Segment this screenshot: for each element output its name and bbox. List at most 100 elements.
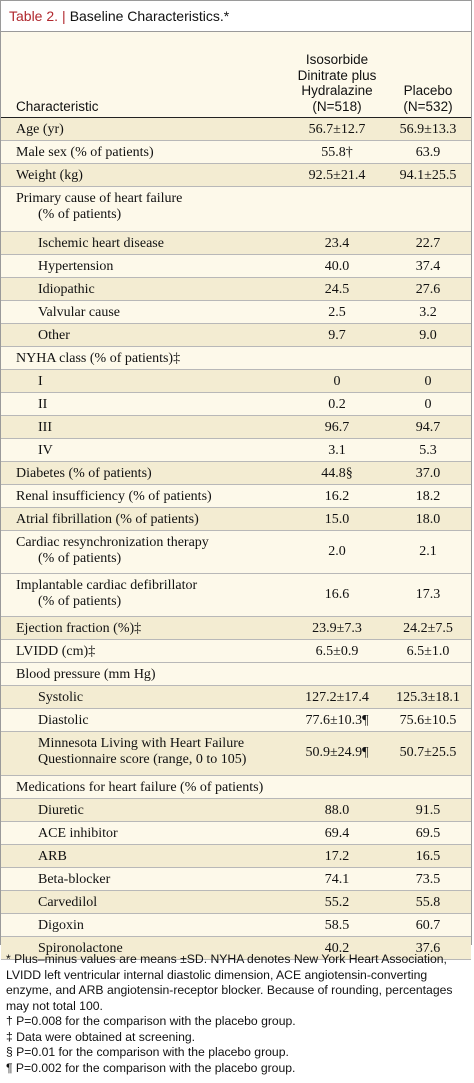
cell-placebo-value: 37.4 — [415, 259, 441, 274]
cell-placebo-value: 24.2±7.5 — [403, 621, 453, 636]
row-label: NYHA class (% of patients)‡ — [16, 351, 276, 367]
footnote-double-dagger: ‡ Data were obtained at screening. — [6, 1029, 196, 1044]
table-row: LVIDD (cm)‡ 6.5±0.9 6.5±1.0 — [1, 640, 471, 663]
cell-placebo-value: 18.0 — [415, 512, 441, 527]
cell-placebo-value: 0 — [424, 397, 432, 412]
table-title: Baseline Characteristics.* — [69, 8, 230, 24]
table-number: Table 2. — [9, 8, 59, 24]
row-label: Other — [38, 328, 298, 344]
cell-treatment-value: 40.0 — [324, 259, 350, 274]
header-treatment-line1: Isosorbide — [305, 52, 369, 67]
cell-placebo-value: 5.3 — [419, 443, 437, 458]
cell-treatment-value: 16.2 — [324, 489, 350, 504]
row-label-line1: ARB — [38, 849, 67, 864]
table-row: Hypertension 40.0 37.4 — [1, 255, 471, 278]
cell-treatment-value: 0 — [333, 374, 341, 389]
cell-placebo-value: 16.5 — [415, 849, 441, 864]
cell-treatment-value: 56.7±12.7 — [308, 122, 366, 137]
cell-placebo-value: 27.6 — [415, 282, 441, 297]
row-label-line1: Hypertension — [38, 259, 114, 274]
cell-placebo-value: 94.1±25.5 — [399, 168, 457, 183]
row-label: Systolic — [38, 690, 298, 706]
row-label: Primary cause of heart failure (% of pati… — [16, 191, 276, 223]
cell-placebo-value: 60.7 — [415, 918, 441, 933]
table-row: Valvular cause 2.5 3.2 — [1, 301, 471, 324]
row-label-line1: Idiopathic — [38, 282, 95, 297]
cell-placebo-value: 22.7 — [415, 236, 441, 251]
table-row: Ischemic heart disease 23.4 22.7 — [1, 232, 471, 255]
row-label: Diastolic — [38, 713, 298, 729]
row-label-line1: Weight (kg) — [16, 168, 83, 183]
cell-treatment-value: 58.5 — [324, 918, 350, 933]
header-placebo-line2: (N=532) — [403, 98, 453, 114]
table-header-row: Characteristic Isosorbide Dinitrate plus… — [1, 32, 471, 118]
row-label-line1: III — [38, 420, 52, 435]
cell-placebo-value: 73.5 — [415, 872, 441, 887]
row-label: III — [38, 420, 298, 436]
row-label: Renal insufficiency (% of patients) — [16, 489, 276, 505]
row-label-line1: Blood pressure (mm Hg) — [16, 667, 156, 682]
table-row: II 0.2 0 — [1, 393, 471, 416]
row-label: Ischemic heart disease — [38, 236, 298, 252]
table-row: Diabetes (% of patients) 44.8§ 37.0 — [1, 462, 471, 485]
row-label-line1: Implantable cardiac defibrillator — [16, 578, 198, 593]
cell-treatment-value: 0.2 — [328, 397, 346, 412]
header-characteristic: Characteristic — [16, 99, 99, 114]
row-label: I — [38, 374, 298, 390]
table-row: Diastolic 77.6±10.3¶ 75.6±10.5 — [1, 709, 471, 732]
row-label-line1: Valvular cause — [38, 305, 121, 320]
cell-treatment-value: 23.4 — [324, 236, 350, 251]
cell-treatment-value: 55.8† — [321, 145, 353, 160]
table-row: Ejection fraction (%)‡ 23.9±7.3 24.2±7.5 — [1, 617, 471, 640]
row-label-line1: Ischemic heart disease — [38, 236, 164, 251]
header-treatment-line4: (N=518) — [312, 98, 362, 114]
cell-placebo-value: 91.5 — [415, 803, 441, 818]
row-label-line1: Systolic — [38, 690, 84, 705]
table-row: Age (yr) 56.7±12.7 56.9±13.3 — [1, 118, 471, 141]
row-label: Diuretic — [38, 803, 298, 819]
footnote-dagger: † P=0.008 for the comparison with the pl… — [6, 1014, 296, 1028]
cell-treatment-value: 23.9±7.3 — [312, 621, 362, 636]
row-label: Digoxin — [38, 918, 298, 934]
cell-treatment-value: 44.8§ — [321, 466, 353, 481]
row-label: Minnesota Living with Heart Failure Quest… — [38, 736, 298, 768]
row-label-line1: Primary cause of heart failure — [16, 191, 183, 206]
table-title-bar: Table 2. | Baseline Characteristics.* — [1, 1, 471, 32]
cell-placebo-value: 9.0 — [419, 328, 437, 343]
cell-treatment-value: 55.2 — [324, 895, 350, 910]
table-row: Digoxin 58.5 60.7 — [1, 914, 471, 937]
row-label-line1: Diuretic — [38, 803, 84, 818]
cell-treatment-value: 2.0 — [328, 544, 346, 559]
header-treatment-line3: Hydralazine — [301, 83, 373, 98]
row-label: Medications for heart failure (% of pati… — [16, 780, 276, 796]
row-label-line1: Digoxin — [38, 918, 84, 933]
table-row: Cardiac resynchronization therapy (% of p… — [1, 531, 471, 574]
row-label-line1: Medications for heart failure (% of pati… — [16, 780, 264, 795]
row-label-line1: Beta-blocker — [38, 872, 111, 887]
table-row: Minnesota Living with Heart Failure Quest… — [1, 732, 471, 776]
table-row: Diuretic 88.0 91.5 — [1, 799, 471, 822]
row-label: Idiopathic — [38, 282, 298, 298]
cell-treatment-value: 24.5 — [324, 282, 350, 297]
cell-placebo-value: 69.5 — [415, 826, 441, 841]
row-label-line1: Atrial fibrillation (% of patients) — [16, 512, 199, 527]
table-row: ACE inhibitor 69.4 69.5 — [1, 822, 471, 845]
cell-placebo-value: 55.8 — [415, 895, 441, 910]
cell-placebo-value: 63.9 — [415, 145, 441, 160]
row-label: Male sex (% of patients) — [16, 145, 276, 161]
cell-treatment-value: 16.6 — [324, 587, 350, 602]
footnote-asterisk: * Plus–minus values are means ±SD. NYHA … — [6, 952, 453, 1013]
cell-placebo-value: 6.5±1.0 — [406, 644, 450, 659]
row-label: Implantable cardiac defibrillator (% of p… — [16, 578, 276, 610]
cell-treatment-value: 77.6±10.3¶ — [305, 713, 369, 728]
table-row: NYHA class (% of patients)‡ — [1, 347, 471, 370]
table-row: Blood pressure (mm Hg) — [1, 663, 471, 686]
cell-placebo-value: 37.0 — [415, 466, 441, 481]
row-label: Age (yr) — [16, 122, 276, 138]
cell-placebo-value: 56.9±13.3 — [399, 122, 457, 137]
row-label: Valvular cause — [38, 305, 298, 321]
row-label: ARB — [38, 849, 298, 865]
cell-treatment-value: 15.0 — [324, 512, 350, 527]
table-row: Atrial fibrillation (% of patients) 15.0 1… — [1, 508, 471, 531]
table-footnotes: * Plus–minus values are means ±SD. NYHA … — [6, 952, 468, 1076]
